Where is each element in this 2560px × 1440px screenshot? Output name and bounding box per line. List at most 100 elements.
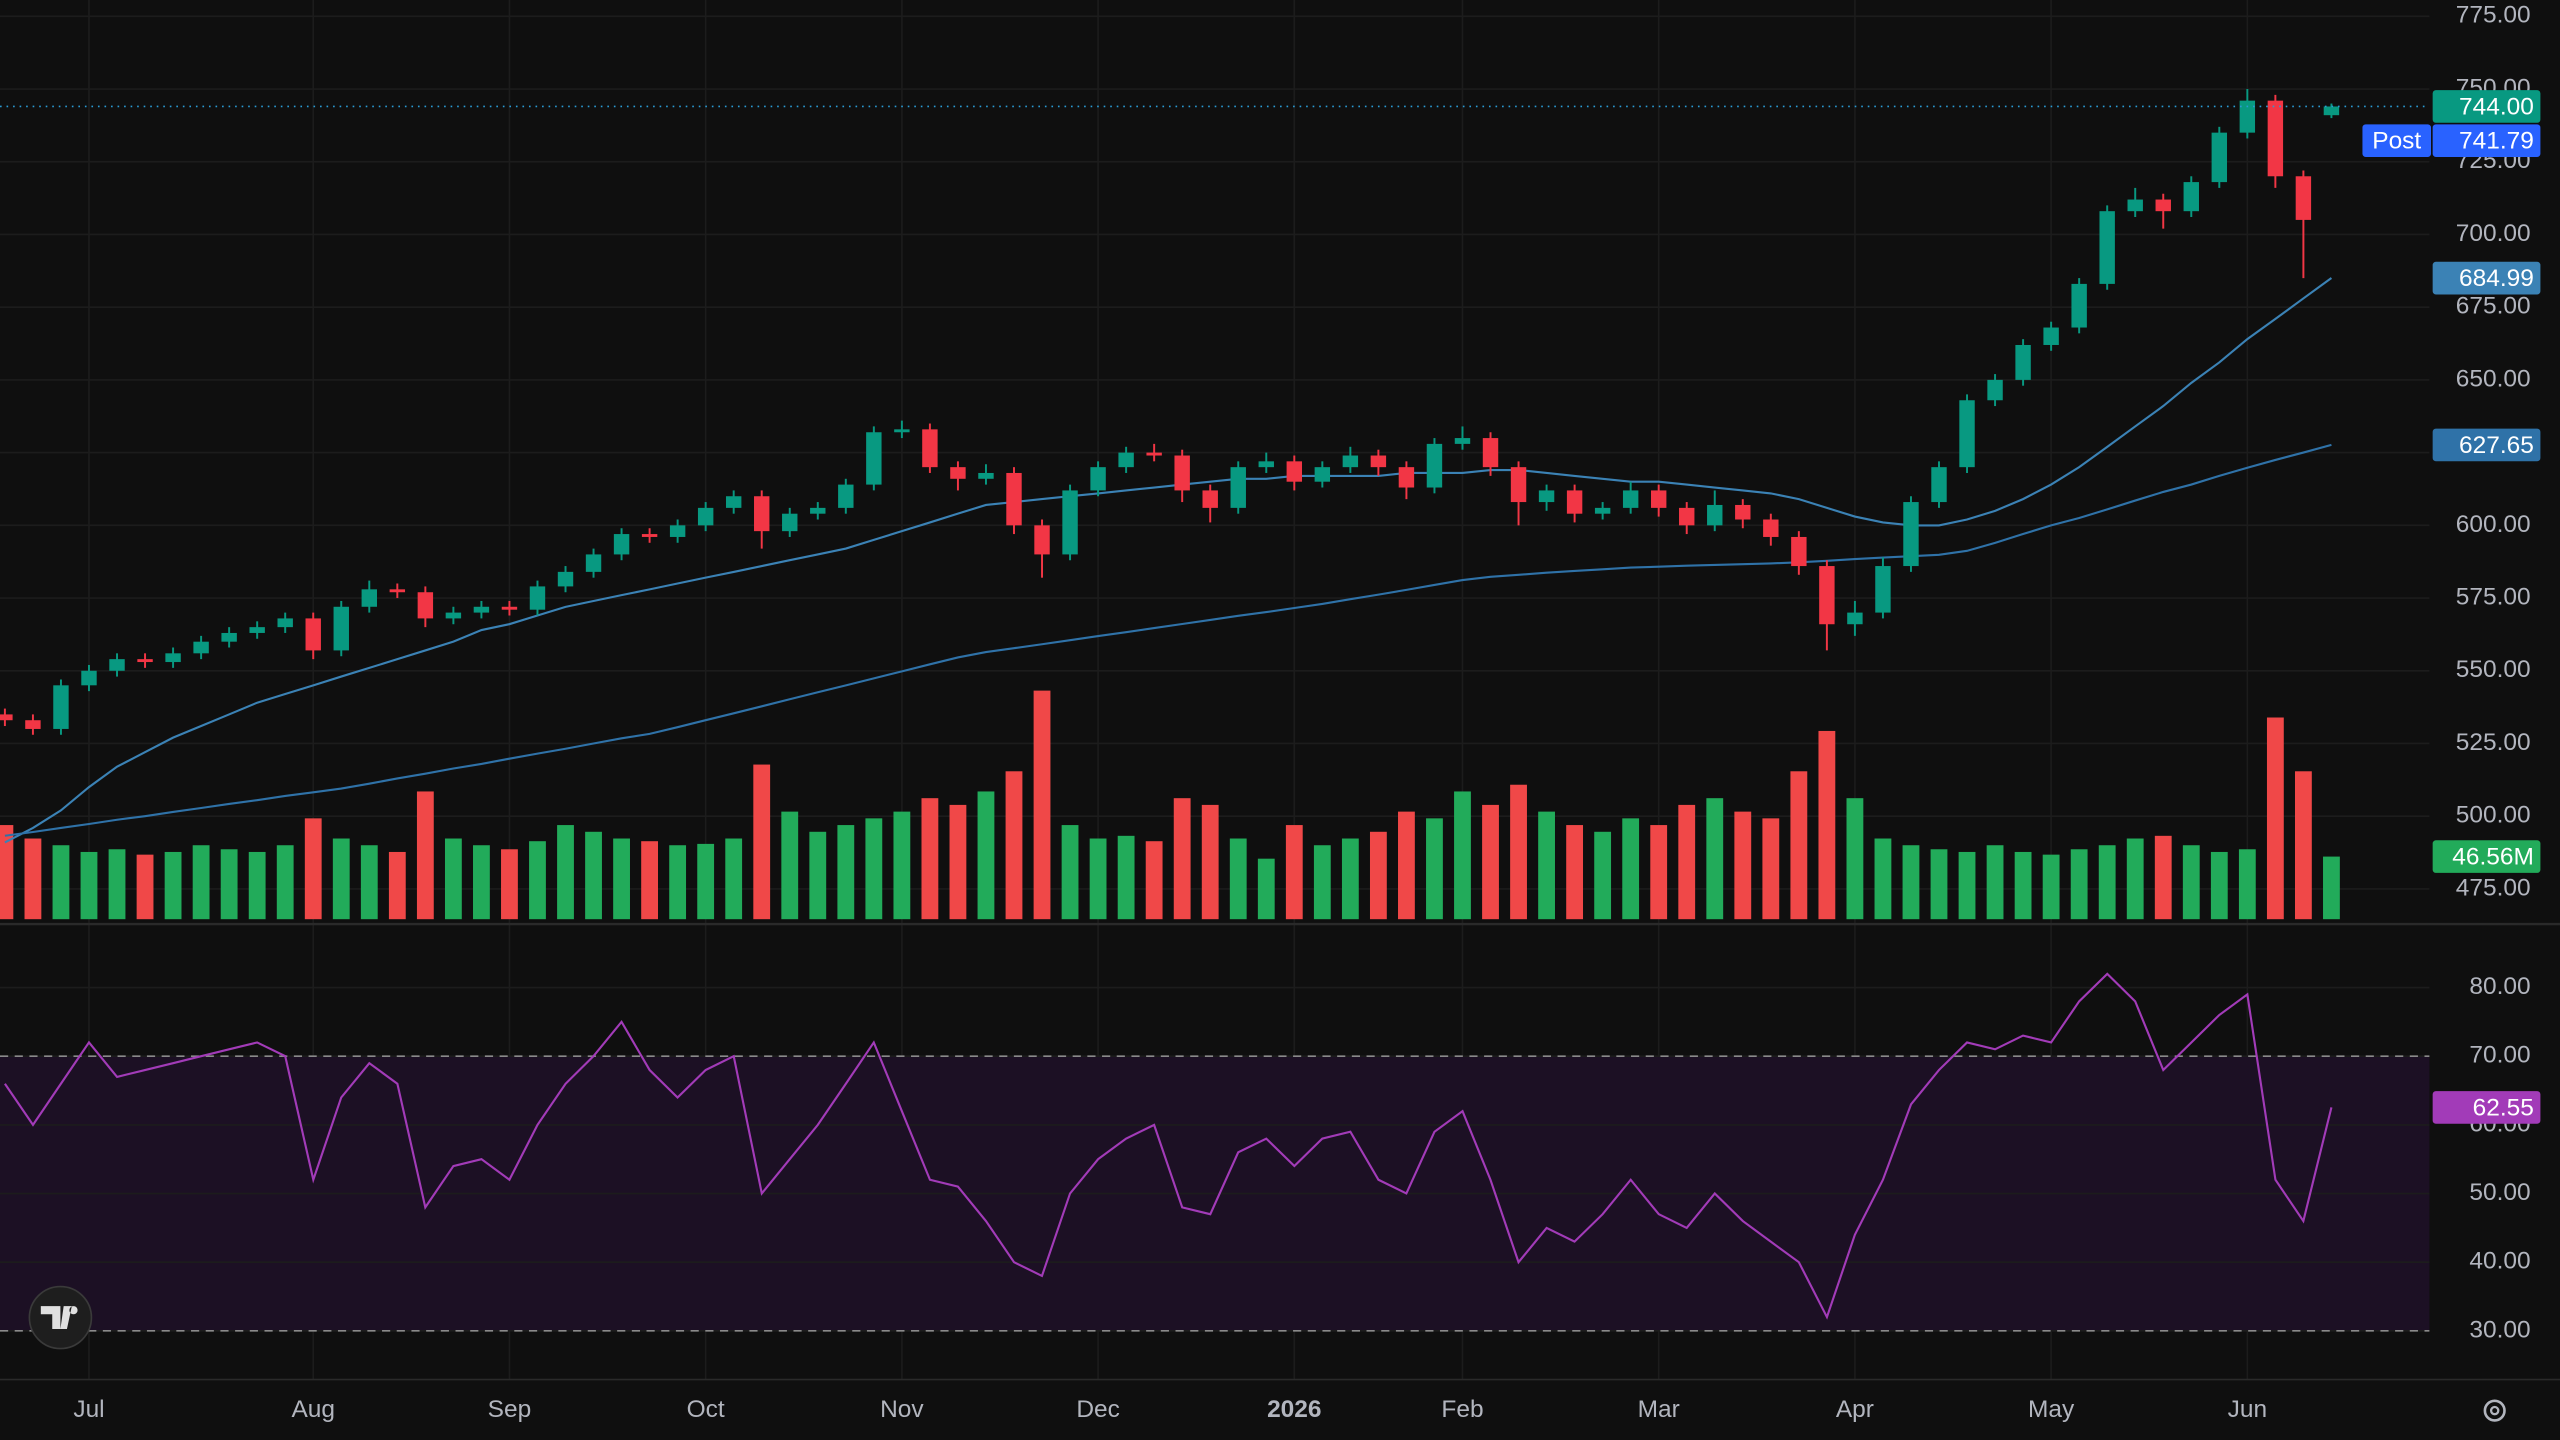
moving-average-tag-box [2432, 261, 2541, 295]
volume-bar [1426, 818, 1443, 920]
candle-body [1342, 455, 1359, 468]
volume-bar [1874, 838, 1892, 920]
candle-body [725, 496, 742, 508]
candle-body [838, 484, 854, 508]
moving-average-line [4, 443, 2332, 837]
tradingview-logo[interactable] [28, 1285, 93, 1350]
volume-bar [1117, 835, 1135, 920]
candle-body [1286, 461, 1303, 482]
volume-bar [1482, 804, 1499, 920]
volume-bar [1846, 798, 1864, 920]
volume-bar [1173, 798, 1191, 920]
volume-bar [837, 825, 855, 920]
volume-bar [753, 764, 771, 920]
settings-button[interactable] [2483, 1399, 2506, 1422]
axis-layer: 475.00500.00525.00550.00575.00600.00625.… [73, 2, 2541, 1423]
candle-body [1875, 566, 1891, 613]
volume-bar [304, 818, 322, 920]
volume-bar [949, 804, 967, 920]
y-tick-label: 600.00 [2456, 511, 2531, 538]
candle-body [1006, 472, 1022, 526]
candle-body [2099, 211, 2115, 284]
candle-body [2323, 106, 2340, 116]
y-tick-label: 40.00 [2469, 1248, 2530, 1275]
volume-bar [1285, 825, 1303, 920]
volume-bar [0, 825, 14, 920]
volume-bar [1061, 825, 1079, 920]
y-tick-label: 70.00 [2469, 1042, 2530, 1069]
volume-bar [1145, 841, 1163, 920]
volume-bar [501, 849, 518, 920]
candle-body [1398, 467, 1415, 488]
volume-bar [1622, 818, 1640, 920]
y-tick-label: 550.00 [2456, 656, 2531, 683]
candle-body [1959, 400, 1975, 468]
candle-body [1174, 455, 1190, 491]
volume-bar [2238, 849, 2256, 920]
candle-body [1622, 490, 1639, 508]
volume-bar [108, 849, 126, 920]
x-tick-label: Jun [2228, 1396, 2267, 1423]
candle-body [193, 641, 209, 654]
candle-body [2211, 132, 2228, 183]
y-tick-label: 80.00 [2469, 973, 2530, 1000]
candle-body [417, 592, 434, 619]
volume-bar [1201, 804, 1219, 920]
volume-bar [1313, 845, 1331, 920]
volume-bar [192, 845, 210, 920]
volume-bar [1566, 825, 1584, 920]
moving-average-line [4, 277, 2333, 844]
candle-body [2295, 176, 2312, 220]
volume-bar [641, 841, 659, 920]
candle-body [1538, 490, 1555, 503]
x-tick-label: Jul [73, 1396, 104, 1423]
logo-mark [40, 1306, 78, 1329]
rsi-line [4, 972, 2333, 1320]
post-label: Post [2372, 128, 2421, 155]
candle-body [1118, 452, 1134, 468]
volume-bar [360, 845, 378, 920]
candle-body [389, 589, 406, 593]
candle-body [585, 554, 602, 572]
candle-body [501, 606, 518, 610]
volume-bar [781, 811, 799, 920]
last-price-tag-text: 744.00 [2459, 94, 2534, 121]
gear-outer[interactable] [2483, 1399, 2506, 1422]
volume-bar [1454, 791, 1471, 920]
volume-bar [2070, 849, 2088, 920]
volume-bar [1678, 804, 1696, 920]
candle-body [1679, 507, 1695, 526]
volume-bar [80, 851, 98, 920]
candle-body [1258, 461, 1274, 468]
candle-body [1847, 612, 1863, 625]
volume-bar [2294, 771, 2312, 920]
candle-body [1090, 467, 1106, 491]
volume-bar [1930, 849, 1948, 920]
candle-body [2127, 199, 2143, 212]
candle-body [1707, 504, 1723, 526]
candle-body [2267, 100, 2284, 177]
candle-body [109, 659, 125, 671]
volume-bar [1986, 845, 2004, 920]
candle-body [529, 586, 546, 610]
candle-body [2183, 182, 2199, 212]
volume-bar [1257, 858, 1275, 920]
volume-bar [1369, 831, 1387, 920]
moving-average-tag-text: 627.65 [2459, 432, 2534, 459]
candle-body [641, 534, 658, 537]
volume-bar [2126, 838, 2144, 920]
candle-body [1763, 519, 1779, 537]
gear-inner [2489, 1405, 2500, 1416]
candle-body [613, 534, 630, 555]
x-tick-label: Apr [1836, 1396, 1874, 1423]
volume-bar [332, 838, 350, 920]
volume-bar [2182, 845, 2200, 920]
candle-body [1370, 455, 1387, 468]
moving-average-tag-text: 684.99 [2459, 265, 2534, 292]
x-tick-label: May [2028, 1396, 2075, 1423]
volume-bar [1902, 845, 1920, 920]
volume-tag-box [2432, 840, 2541, 873]
volume-bar [276, 845, 294, 920]
y-tick-label: 650.00 [2456, 365, 2531, 392]
